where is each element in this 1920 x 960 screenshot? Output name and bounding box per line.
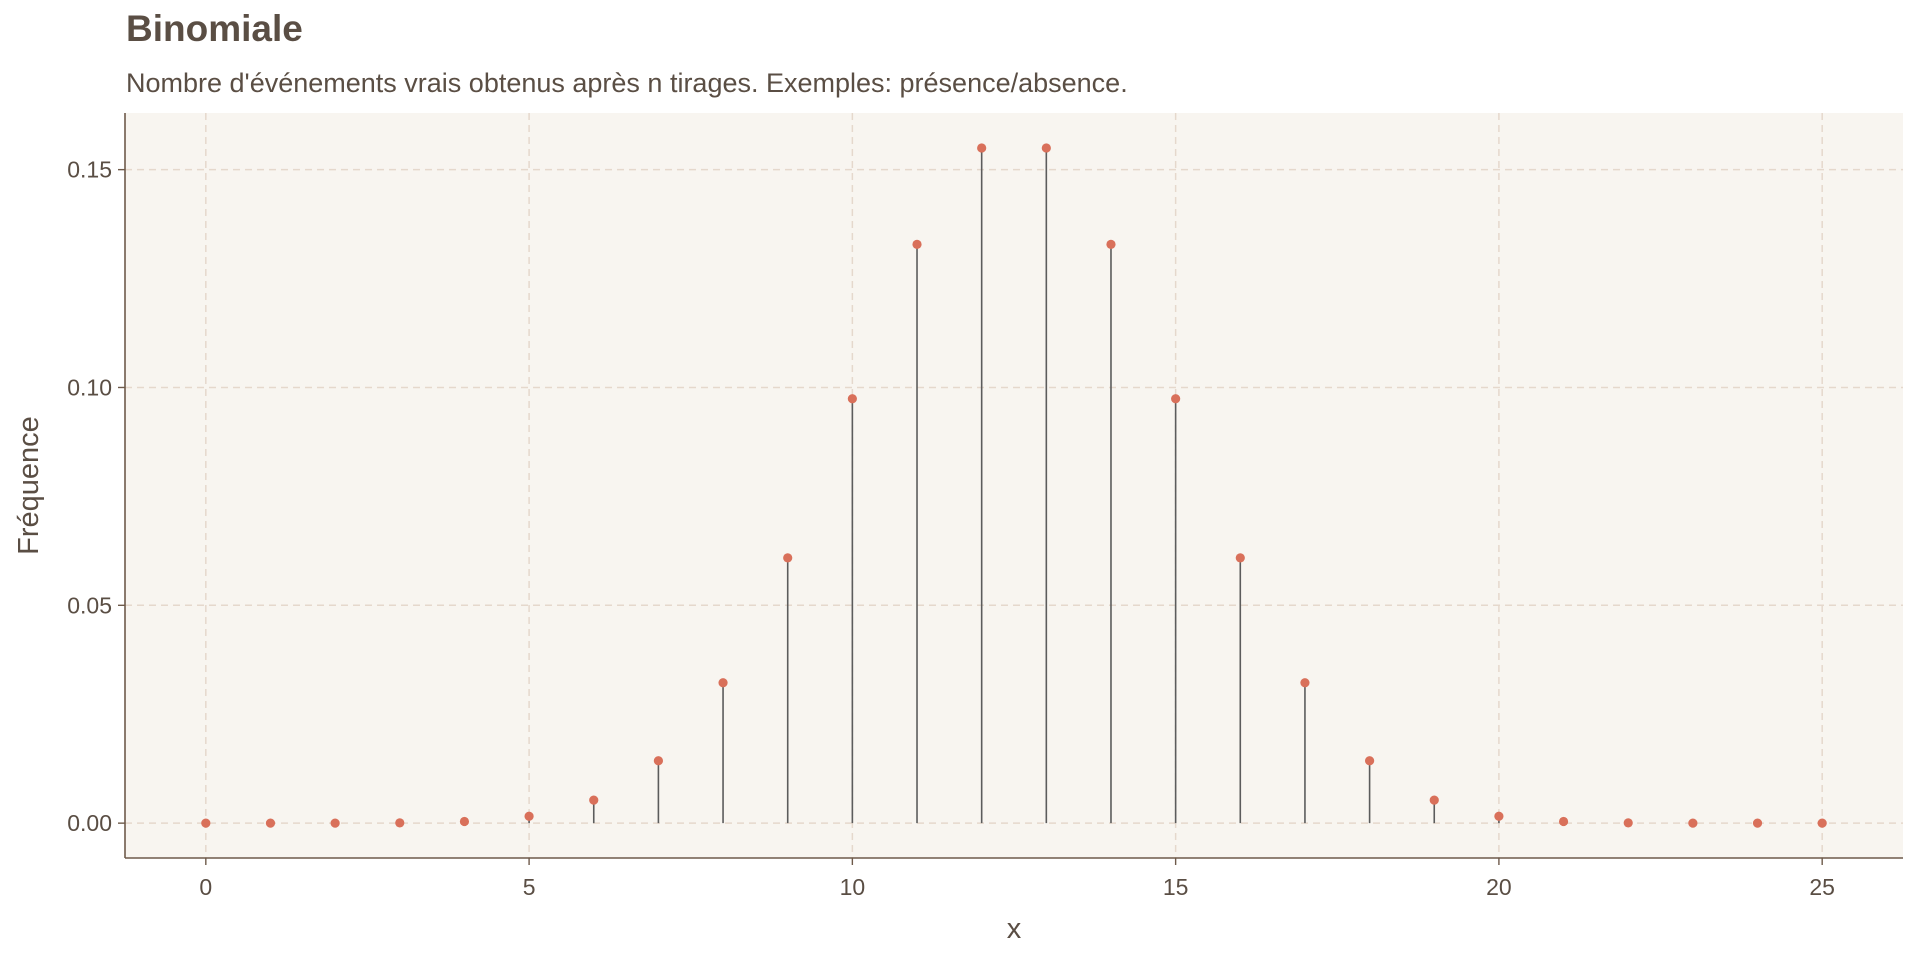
plot-panel — [125, 113, 1903, 858]
y-ticks: 0.00 0.05 0.10 0.15 — [67, 157, 125, 836]
x-tick-label: 0 — [199, 874, 212, 900]
data-point — [1688, 818, 1698, 828]
x-ticks: 0 5 10 15 20 25 — [199, 858, 1835, 900]
x-tick-label: 25 — [1809, 874, 1835, 900]
data-point — [653, 756, 664, 766]
data-point — [201, 818, 211, 828]
data-point — [1106, 239, 1116, 249]
data-point — [1429, 795, 1439, 805]
x-tick-label: 5 — [523, 874, 536, 900]
data-point — [330, 818, 340, 828]
data-point — [1752, 818, 1763, 828]
y-tick-label: 0.10 — [67, 374, 112, 400]
data-point — [459, 816, 470, 827]
data-point — [589, 795, 599, 805]
y-tick-label: 0.05 — [67, 592, 112, 618]
y-axis-title: Fréquence — [13, 416, 45, 555]
chart-title: Binomiale — [126, 8, 303, 49]
data-point — [1558, 816, 1569, 827]
data-point — [1623, 818, 1633, 828]
data-point — [1494, 811, 1504, 821]
chart-subtitle: Nombre d'événements vrais obtenus après … — [126, 68, 1128, 98]
data-point — [1817, 818, 1827, 828]
axes — [124, 113, 1903, 859]
data-point — [265, 818, 276, 828]
data-point — [395, 818, 405, 828]
data-point — [1171, 394, 1181, 404]
x-axis-title: x — [1007, 913, 1022, 945]
data-point — [977, 143, 987, 153]
data-point — [1041, 143, 1051, 153]
x-tick-label: 10 — [840, 874, 866, 900]
x-tick-label: 20 — [1486, 874, 1512, 900]
data-point — [1365, 756, 1375, 766]
data-point — [1235, 553, 1245, 563]
data-point — [912, 239, 922, 249]
data-point — [718, 678, 728, 688]
x-tick-label: 15 — [1163, 874, 1189, 900]
stems — [205, 147, 1823, 824]
data-point — [1300, 678, 1310, 688]
data-point — [847, 394, 857, 404]
points — [201, 143, 1827, 828]
data-point — [524, 811, 534, 821]
y-tick-label: 0.15 — [67, 157, 112, 183]
y-tick-label: 0.00 — [67, 810, 112, 836]
data-point — [783, 553, 793, 563]
